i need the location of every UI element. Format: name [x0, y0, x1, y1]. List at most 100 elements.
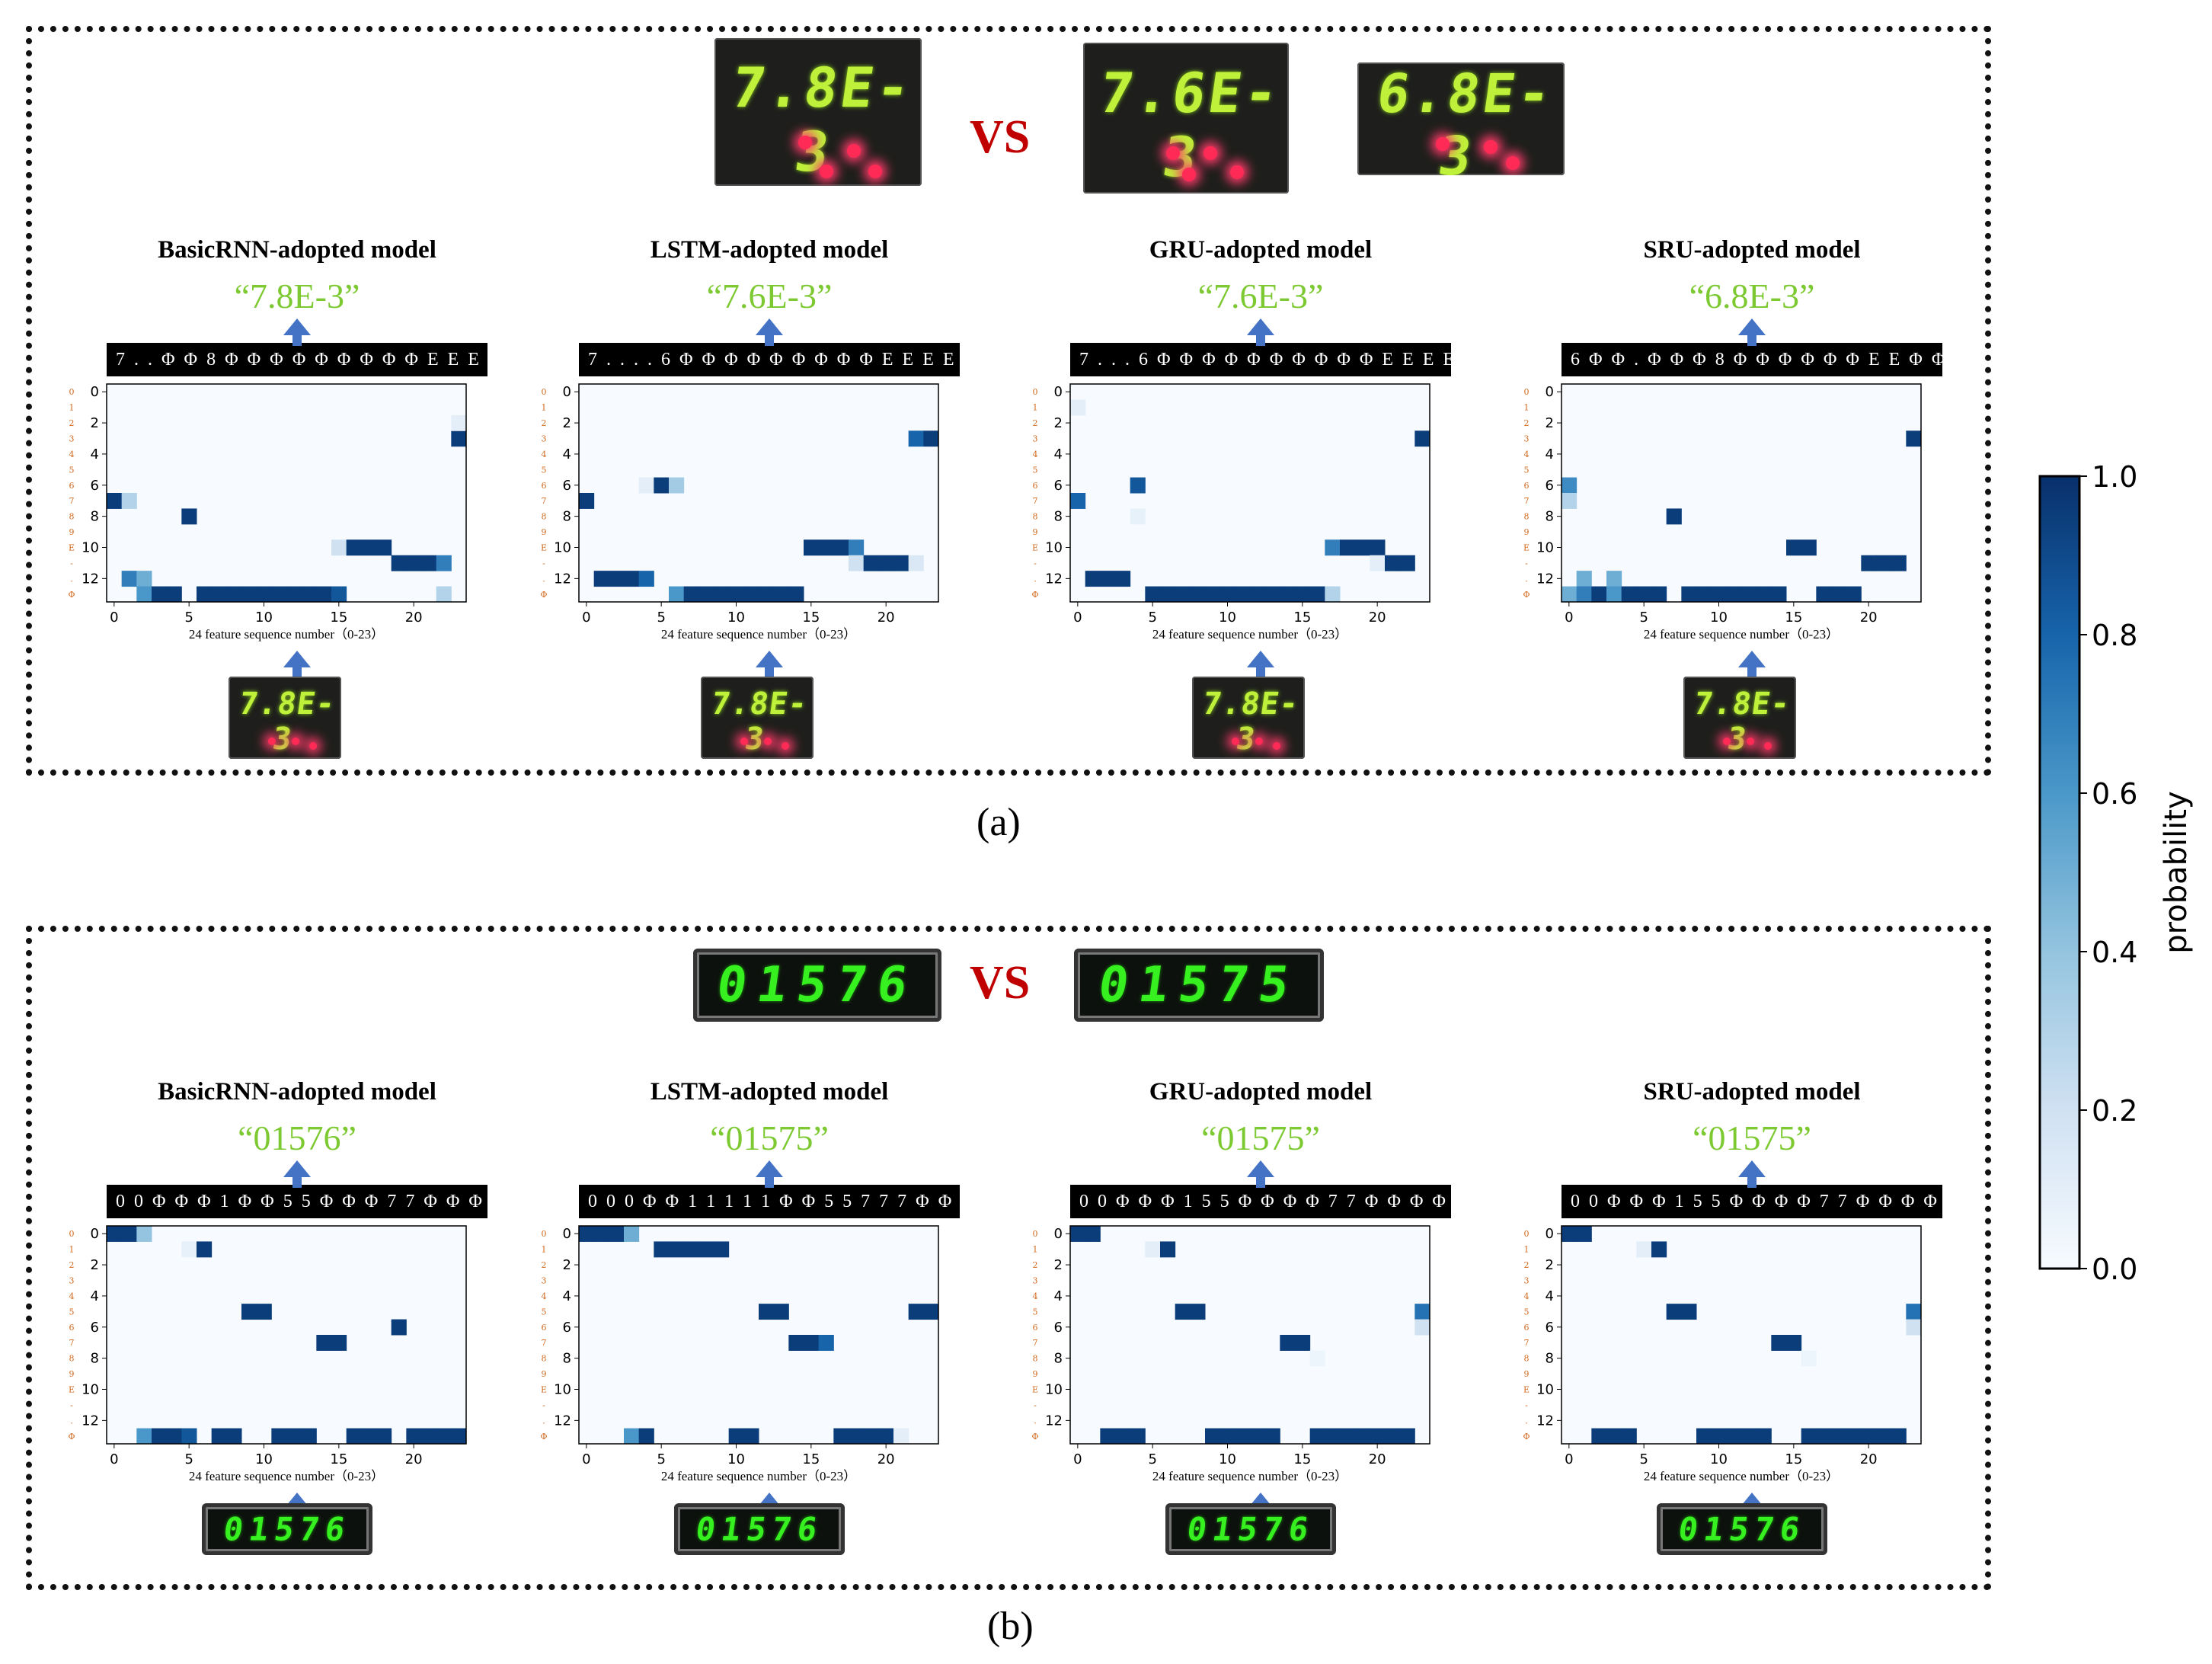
y-tick-label: 0	[1546, 1226, 1554, 1242]
heatmap-cell	[1771, 586, 1787, 603]
class-label: 9	[542, 1369, 547, 1379]
x-tick-label: 15	[330, 610, 347, 626]
class-label: 7	[69, 496, 75, 506]
heatmap-cell	[286, 1428, 302, 1445]
x-tick-label: 10	[727, 610, 745, 626]
x-tick-label: 10	[1710, 1451, 1728, 1467]
class-label: 9	[1033, 1369, 1038, 1379]
class-label: 3	[1524, 1276, 1530, 1286]
x-tick-label: 10	[1710, 610, 1728, 626]
class-label: 7	[542, 496, 547, 506]
x-tick-label: 0	[1565, 610, 1573, 626]
y-tick-label: 8	[1546, 1351, 1554, 1367]
heatmap-cell	[436, 555, 452, 571]
heatmap-cell	[1325, 1428, 1341, 1445]
heatmap-cell	[1681, 1304, 1697, 1320]
heatmap-cell	[624, 1428, 640, 1445]
y-tick-label: 6	[563, 478, 571, 494]
heatmap-cell	[331, 586, 347, 603]
heatmap-cell	[1160, 586, 1176, 603]
display-digits: 01576	[713, 957, 922, 1013]
class-label: 6	[1524, 481, 1530, 491]
heatmap-cell	[669, 1241, 685, 1258]
display-digits: 01575	[1095, 957, 1303, 1013]
class-label: 4	[542, 450, 547, 459]
x-tick-label: 20	[877, 1451, 895, 1467]
heatmap-cell	[1801, 539, 1817, 556]
heatmap-cell	[1861, 555, 1877, 571]
arrow-up-icon	[283, 318, 311, 346]
heatmap-cell	[1636, 1241, 1652, 1258]
heatmap-cell	[1816, 1428, 1832, 1445]
heatmap-cell	[788, 586, 804, 603]
heatmap-cell	[197, 1241, 213, 1258]
class-label: Φ	[1523, 1432, 1530, 1442]
class-label: 1	[542, 1245, 547, 1255]
heatmap-cell	[624, 1226, 640, 1242]
x-tick-label: 15	[802, 1451, 820, 1467]
x-tick-label: 0	[110, 1451, 118, 1467]
class-label: E	[1523, 543, 1530, 553]
y-tick-label: 8	[1054, 509, 1063, 525]
heatmap-cell	[908, 1304, 924, 1320]
x-tick-label: 5	[184, 610, 193, 626]
class-label: 5	[1033, 465, 1038, 475]
x-axis-title: 24 feature sequence number（0-23）	[1152, 1469, 1347, 1483]
heatmap-cell	[1726, 586, 1742, 603]
y-tick-label: 4	[1546, 1288, 1554, 1304]
colorbar-tick-label: 0.6	[2092, 777, 2137, 811]
heatmap-cell	[1115, 1428, 1131, 1445]
class-label: 6	[69, 1323, 75, 1333]
class-label: Φ	[1031, 1432, 1038, 1442]
x-tick-label: 5	[1639, 610, 1648, 626]
heatmap-cell	[849, 1428, 865, 1445]
class-label: 3	[542, 1276, 547, 1286]
y-tick-label: 10	[554, 1382, 571, 1398]
heatmap-cell	[1175, 1304, 1191, 1320]
heatmap-cell	[1325, 586, 1341, 603]
class-label: 4	[1524, 450, 1530, 459]
heatmap-cell	[743, 1428, 759, 1445]
decoded-sequence-bar: 0 0 Φ Φ Φ 1 Φ Φ 5 5 Φ Φ Φ 7 7 Φ Φ Φ 6 Φ …	[107, 1185, 487, 1218]
class-label: -	[1034, 1400, 1037, 1410]
class-label: -	[1525, 558, 1528, 568]
y-tick-label: 10	[1045, 540, 1063, 556]
y-tick-label: 12	[1536, 571, 1554, 587]
heatmap-cell	[121, 493, 137, 509]
y-tick-label: 6	[563, 1320, 571, 1336]
heatmap-cell	[136, 571, 152, 587]
heatmap-cell	[1562, 586, 1577, 603]
decoded-sequence-bar: 7 . . Φ Φ 8 Φ Φ Φ Φ Φ Φ Φ Φ Φ E E E - - …	[107, 343, 487, 376]
class-label: E	[69, 1385, 75, 1395]
model-title: GRU-adopted model	[1149, 1078, 1373, 1106]
panel-a-frame	[26, 26, 1991, 776]
class-label: Φ	[1031, 590, 1038, 600]
model-title: LSTM-adopted model	[650, 236, 889, 264]
panel-b-compare-display: 01575	[1074, 949, 1324, 1022]
y-tick-label: 2	[563, 415, 571, 431]
model-title: SRU-adopted model	[1643, 236, 1861, 264]
x-axis-title: 24 feature sequence number（0-23）	[1644, 627, 1839, 642]
heatmap-cell	[863, 555, 879, 571]
model-prediction: “7.8E-3”	[234, 277, 360, 315]
heatmap-cell	[1385, 1428, 1401, 1445]
model-title: GRU-adopted model	[1149, 236, 1373, 264]
heatmap-cell	[1906, 430, 1922, 447]
y-tick-label: 10	[82, 1382, 99, 1398]
heatmap-cell	[1876, 1428, 1892, 1445]
class-label: -	[542, 558, 545, 568]
class-label: E	[69, 543, 75, 553]
heatmap-cell	[1250, 586, 1266, 603]
heatmap-cell	[1606, 586, 1622, 603]
heatmap-cell	[1130, 477, 1146, 494]
class-label: 4	[1524, 1291, 1530, 1301]
model-prediction: “7.6E-3”	[1197, 277, 1324, 315]
class-label: 1	[542, 403, 547, 413]
heatmap-background	[1562, 1226, 1921, 1444]
heatmap-cell	[579, 1226, 595, 1242]
class-label: 2	[1033, 418, 1038, 428]
heatmap-cell	[818, 539, 834, 556]
